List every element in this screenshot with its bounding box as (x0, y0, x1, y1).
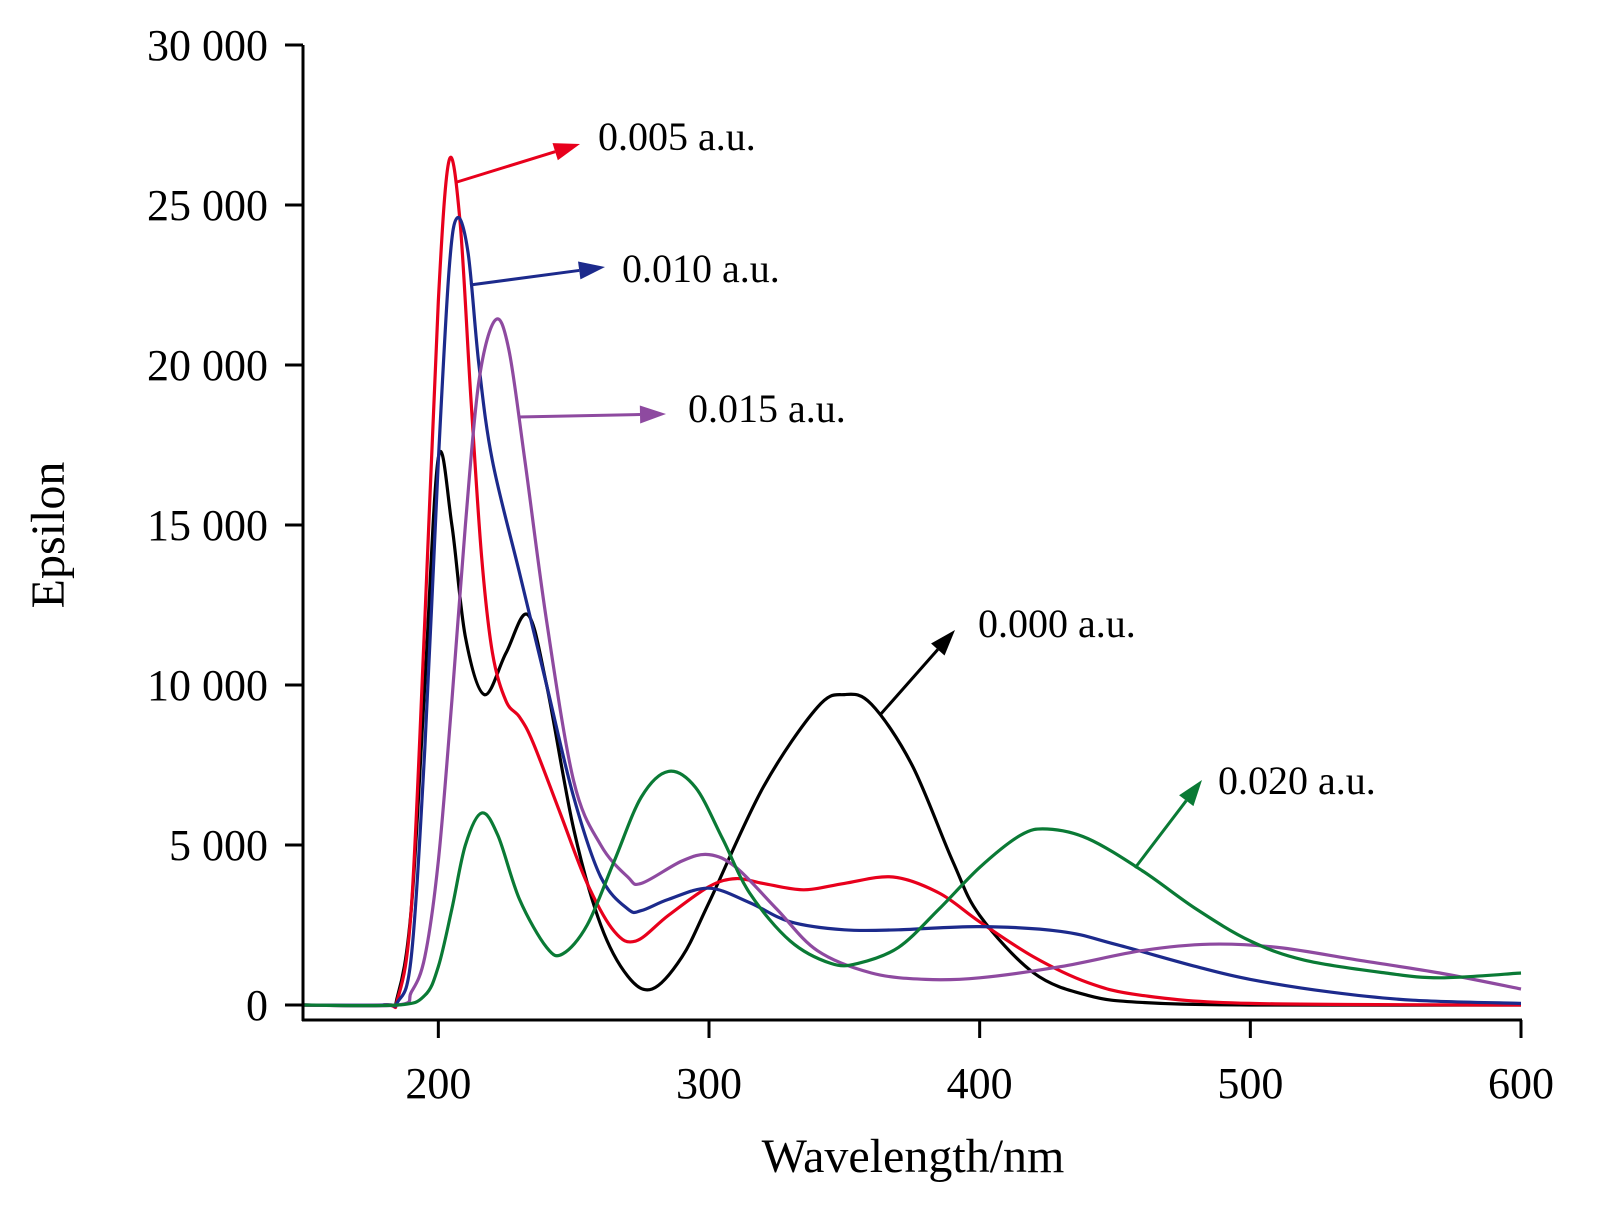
series-annotation-label: 0.020 a.u. (1218, 758, 1376, 803)
y-tick-label: 0 (246, 981, 268, 1030)
annotation-arrow-line (517, 413, 641, 419)
series-annotation-label: 0.005 a.u. (598, 114, 756, 159)
y-tick-label: 30 000 (147, 21, 268, 70)
annotation-arrowhead (578, 261, 605, 280)
x-axis-label: Wavelength/nm (762, 1130, 1065, 1183)
series-line-2 (302, 215, 1522, 1008)
series-line-3 (302, 317, 1522, 1008)
series-line-1 (302, 155, 1522, 1009)
y-tick-label: 25 000 (147, 181, 268, 230)
annotation-arrowhead (639, 405, 666, 424)
x-tick-label: 600 (1488, 1059, 1554, 1108)
x-tick-label: 300 (676, 1059, 742, 1108)
annotation-arrows: 0.005 a.u. 0.010 a.u. 0.015 a.u. 0.000 a.u.… (456, 114, 1376, 869)
y-tick-label: 15 000 (147, 501, 268, 550)
x-tick-label: 400 (947, 1059, 1013, 1108)
series-annotation-label: 0.000 a.u. (978, 601, 1136, 646)
y-axis-label: Epsilon (22, 462, 75, 609)
annotation-arrow-line (469, 268, 580, 287)
x-tick-label: 500 (1217, 1059, 1283, 1108)
series-line-4 (302, 769, 1522, 1008)
annotation-arrowhead (552, 143, 580, 161)
ticks: 0 5 000 10 000 15 000 20 000 25 000 30 000 200 3… (147, 21, 1554, 1108)
annotation-arrow-line (456, 150, 556, 184)
y-tick-label: 10 000 (147, 661, 268, 710)
annotation-arrowhead (931, 630, 955, 656)
annotation-arrowhead (1179, 780, 1202, 807)
y-tick-label: 20 000 (147, 341, 268, 390)
x-tick-label: 200 (405, 1059, 471, 1108)
y-tick-label: 5 000 (169, 821, 268, 870)
series-annotation-label: 0.010 a.u. (622, 246, 780, 291)
series-line-0 (302, 449, 1522, 1008)
curves (302, 155, 1522, 1009)
series-annotation-label: 0.015 a.u. (688, 386, 846, 431)
annotation-arrow-line (878, 648, 939, 716)
annotation-arrow-line (1133, 799, 1188, 869)
